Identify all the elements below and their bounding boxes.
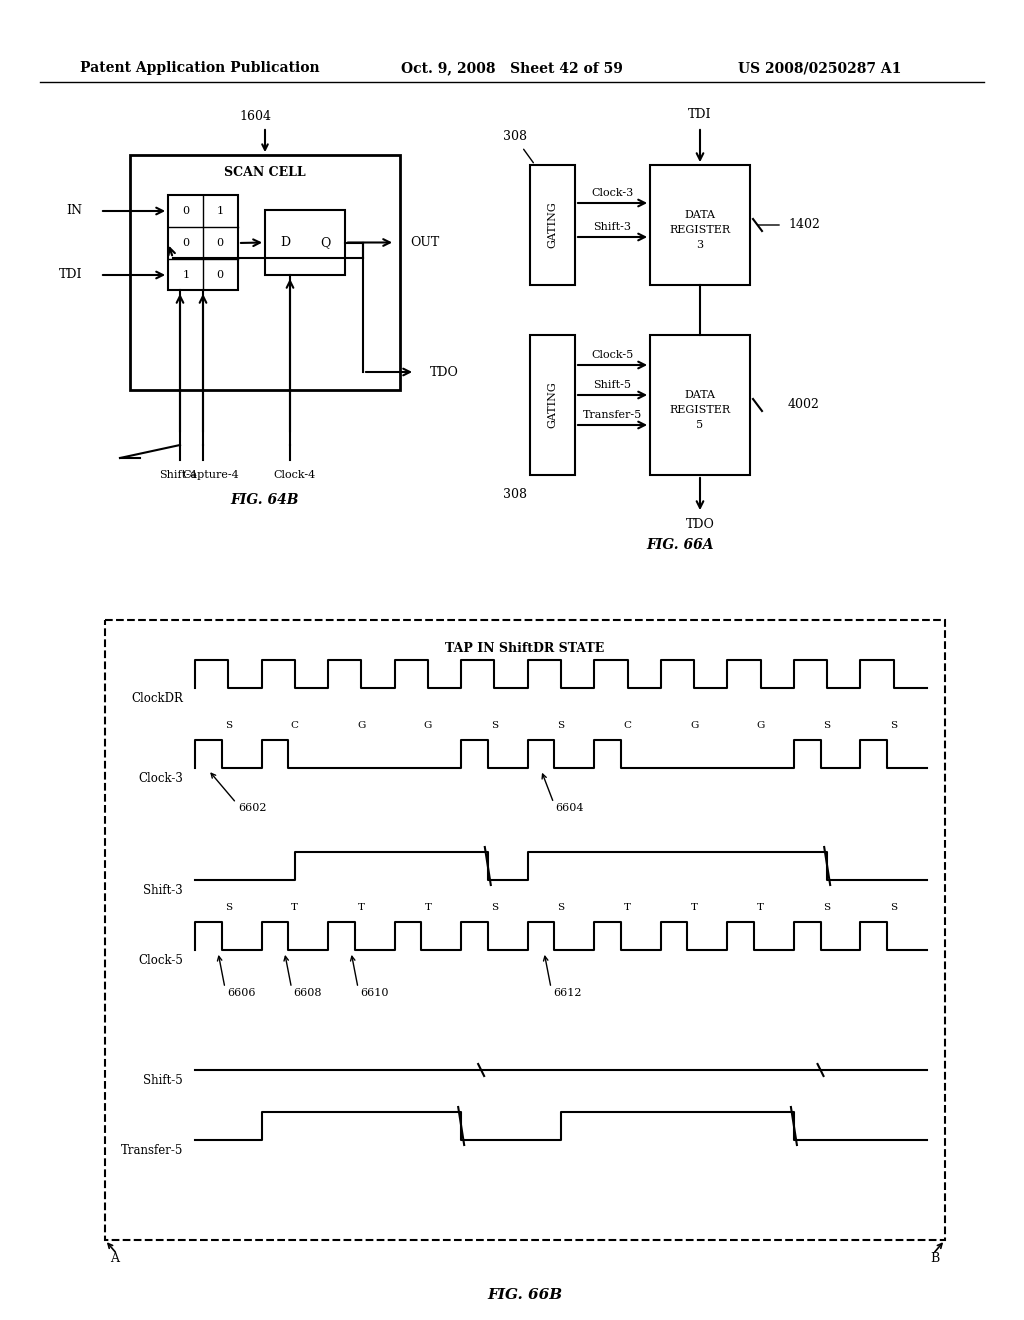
- Text: Clock-3: Clock-3: [592, 187, 634, 198]
- Bar: [530, 165, 575, 285]
- Text: DATA: DATA: [684, 389, 716, 400]
- Text: ClockDR: ClockDR: [131, 692, 183, 705]
- Text: 6604: 6604: [556, 803, 584, 813]
- Text: TDO: TDO: [430, 366, 459, 379]
- Text: Shift-3: Shift-3: [594, 222, 632, 232]
- Text: S: S: [890, 903, 897, 912]
- Text: C: C: [624, 722, 632, 730]
- Text: Shift-4: Shift-4: [159, 470, 197, 480]
- Text: T: T: [424, 903, 431, 912]
- Text: G: G: [757, 722, 765, 730]
- Bar: [650, 165, 750, 285]
- Text: Shift-3: Shift-3: [143, 883, 183, 896]
- Bar: [168, 195, 238, 290]
- Text: Clock-4: Clock-4: [272, 470, 315, 480]
- Text: Patent Application Publication: Patent Application Publication: [80, 61, 319, 75]
- Text: B: B: [931, 1251, 940, 1265]
- Text: T: T: [624, 903, 631, 912]
- Text: 308: 308: [503, 488, 527, 502]
- Text: Clock-5: Clock-5: [592, 350, 634, 360]
- Text: D: D: [280, 236, 290, 249]
- Bar: [105, 620, 945, 1239]
- Text: SCAN CELL: SCAN CELL: [224, 166, 306, 180]
- Text: S: S: [490, 722, 498, 730]
- Text: TDO: TDO: [685, 519, 715, 532]
- Text: GATING: GATING: [548, 381, 557, 429]
- Text: DATA: DATA: [684, 210, 716, 220]
- Text: S: S: [823, 722, 830, 730]
- Bar: [130, 154, 400, 389]
- Text: T: T: [690, 903, 697, 912]
- Text: S: S: [557, 903, 564, 912]
- Text: G: G: [690, 722, 698, 730]
- Text: 6612: 6612: [553, 987, 582, 998]
- Text: FIG. 64B: FIG. 64B: [230, 492, 299, 507]
- Text: Q: Q: [319, 236, 330, 249]
- Text: GATING: GATING: [548, 202, 557, 248]
- Text: S: S: [890, 722, 897, 730]
- Text: 3: 3: [696, 240, 703, 249]
- Text: Shift-5: Shift-5: [594, 380, 632, 389]
- Text: OUT: OUT: [410, 236, 439, 249]
- Text: 1402: 1402: [788, 219, 820, 231]
- Bar: [650, 335, 750, 475]
- Text: 1: 1: [216, 206, 223, 216]
- Text: Transfer-5: Transfer-5: [121, 1143, 183, 1156]
- Text: Shift-5: Shift-5: [143, 1073, 183, 1086]
- Text: 0: 0: [216, 271, 223, 280]
- Text: 0: 0: [216, 238, 223, 248]
- Text: 6606: 6606: [227, 987, 255, 998]
- Text: US 2008/0250287 A1: US 2008/0250287 A1: [738, 61, 902, 75]
- Text: T: T: [291, 903, 298, 912]
- Text: Oct. 9, 2008   Sheet 42 of 59: Oct. 9, 2008 Sheet 42 of 59: [401, 61, 623, 75]
- Text: S: S: [823, 903, 830, 912]
- Text: 6602: 6602: [239, 803, 267, 813]
- Text: 4002: 4002: [788, 399, 820, 412]
- Text: S: S: [224, 722, 231, 730]
- Text: TDI: TDI: [688, 108, 712, 121]
- Text: TAP IN ShiftDR STATE: TAP IN ShiftDR STATE: [445, 642, 604, 655]
- Text: REGISTER: REGISTER: [670, 224, 730, 235]
- Text: Clock-5: Clock-5: [138, 953, 183, 966]
- Text: G: G: [357, 722, 366, 730]
- Text: S: S: [224, 903, 231, 912]
- Text: Clock-3: Clock-3: [138, 771, 183, 784]
- Text: 5: 5: [696, 420, 703, 430]
- Text: C: C: [291, 722, 299, 730]
- Text: IN: IN: [66, 205, 82, 218]
- Text: A: A: [110, 1251, 119, 1265]
- Text: 308: 308: [503, 131, 527, 144]
- Text: Capture-4: Capture-4: [182, 470, 240, 480]
- Text: TDI: TDI: [58, 268, 82, 281]
- Text: T: T: [757, 903, 764, 912]
- Bar: [265, 210, 345, 275]
- Text: REGISTER: REGISTER: [670, 405, 730, 414]
- Text: 6608: 6608: [294, 987, 322, 998]
- Text: 1: 1: [182, 271, 189, 280]
- Text: FIG. 66A: FIG. 66A: [646, 539, 714, 552]
- Text: T: T: [357, 903, 365, 912]
- Text: 6610: 6610: [360, 987, 388, 998]
- Text: S: S: [557, 722, 564, 730]
- Text: S: S: [490, 903, 498, 912]
- Bar: [530, 335, 575, 475]
- Text: 0: 0: [182, 206, 189, 216]
- Text: 1604: 1604: [239, 111, 271, 124]
- Text: G: G: [424, 722, 432, 730]
- Text: FIG. 66B: FIG. 66B: [487, 1288, 562, 1302]
- Text: 0: 0: [182, 238, 189, 248]
- Text: Transfer-5: Transfer-5: [583, 411, 642, 420]
